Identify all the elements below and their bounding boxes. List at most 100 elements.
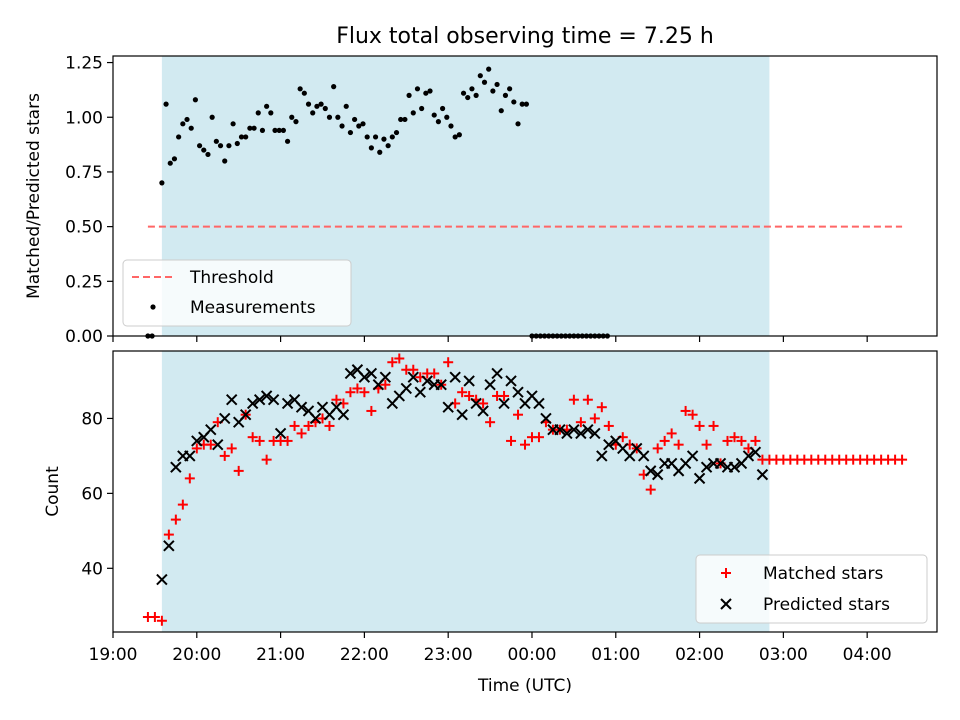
matched-star-point xyxy=(708,420,719,431)
measurement-point xyxy=(264,103,270,109)
measurement-point xyxy=(498,108,504,114)
matched-star-point xyxy=(478,398,489,409)
measurement-point xyxy=(280,127,286,133)
predicted-star-point-b xyxy=(568,423,580,436)
predicted-star-point-b xyxy=(281,397,294,410)
predicted-star-point-b xyxy=(435,379,447,391)
measurement-point xyxy=(272,127,278,133)
predicted-star-point xyxy=(463,375,475,387)
matched-star-point xyxy=(352,383,363,394)
predicted-star-point-b xyxy=(156,573,168,586)
matched-star-point xyxy=(575,417,586,428)
predicted-star-point xyxy=(309,412,322,425)
measurement-point xyxy=(519,101,525,107)
matched-star-point xyxy=(652,443,663,454)
predicted-star-point xyxy=(421,375,433,387)
measurement-point xyxy=(167,160,173,166)
measurement-point xyxy=(184,116,190,123)
matched-star-point xyxy=(603,420,614,431)
top-legend: Threshold Measurements xyxy=(122,259,352,327)
matched-star-point xyxy=(485,417,496,428)
predicted-star-point-b xyxy=(484,379,496,391)
predicted-star-point-b xyxy=(407,371,419,383)
predicted-star-point-b xyxy=(219,412,231,425)
measurement-point xyxy=(486,66,492,72)
predicted-star-point xyxy=(686,450,699,462)
matched-star-point xyxy=(324,420,335,431)
matched-star-point xyxy=(163,529,174,540)
predicted-star-point xyxy=(714,457,727,470)
measurement-point xyxy=(301,90,307,96)
predicted-star-point-b xyxy=(596,450,608,462)
predicted-star-point xyxy=(540,412,552,425)
predicted-star-point xyxy=(644,465,657,477)
bottom-axes-frame xyxy=(112,350,938,633)
measurement-point xyxy=(419,105,425,112)
matched-star-point xyxy=(596,402,607,413)
measurement-point xyxy=(377,149,383,155)
measurement-point xyxy=(305,101,312,107)
measurement-point xyxy=(402,116,408,123)
predicted-star-point-b xyxy=(498,397,510,410)
bottom-legend: Matched stars Predicted stars xyxy=(695,554,928,624)
top-y-tick-label: 0.50 xyxy=(65,218,103,238)
matched-star-point xyxy=(499,390,510,401)
predicted-star-point xyxy=(477,405,489,417)
measurements-legend-swatch xyxy=(150,304,156,310)
predicted-star-point xyxy=(693,472,706,485)
matched-star-point xyxy=(457,387,468,398)
predicted-star-point xyxy=(253,393,266,406)
matched-star-point xyxy=(219,450,230,461)
predicted-star-point-b xyxy=(575,427,587,440)
measurement-point xyxy=(410,110,416,116)
measurement-point xyxy=(230,121,236,127)
predicted-star-point-b xyxy=(742,450,755,462)
predicted-star-point xyxy=(442,401,454,413)
matched-star-point xyxy=(233,465,244,476)
predicted-star-point-b xyxy=(651,468,664,481)
predicted-star-point xyxy=(554,423,566,436)
matched-star-point xyxy=(296,428,307,439)
x-tick-label: 22:00 xyxy=(340,645,389,665)
top-y-tick-label: 0.00 xyxy=(65,327,103,347)
x-axis-label: Time (UTC) xyxy=(477,676,572,696)
matched-star-point xyxy=(394,353,405,364)
x-tick-label: 04:00 xyxy=(843,645,892,665)
predicted-star-point-b xyxy=(638,450,650,462)
measurement-point xyxy=(389,134,395,140)
predicted-star-point-b xyxy=(505,375,517,387)
top-axes-frame xyxy=(112,55,938,337)
measurement-point xyxy=(507,86,513,92)
measurement-point xyxy=(414,86,421,92)
predicted-star-point xyxy=(582,423,594,436)
predicted-star-point xyxy=(205,423,217,436)
matched-star-point xyxy=(722,435,733,446)
measurement-point xyxy=(481,79,488,85)
predicted-star-point-b xyxy=(526,390,538,402)
predicted-star-point-b xyxy=(184,450,196,462)
matched-star-point xyxy=(387,357,398,368)
measurement-point xyxy=(393,129,400,136)
predicted-star-point-b xyxy=(414,386,426,398)
bottom-legend-box xyxy=(695,554,928,624)
measurement-point xyxy=(368,145,374,151)
measurement-point xyxy=(226,143,232,149)
predicted-star-point xyxy=(246,397,259,410)
measurement-point xyxy=(243,134,249,140)
measurement-point xyxy=(452,134,458,140)
predicted-star-point-b xyxy=(554,423,566,436)
predicted-star-point xyxy=(191,435,203,447)
measurement-point xyxy=(347,129,354,136)
measurement-point xyxy=(217,143,224,149)
predicted-star-point xyxy=(742,450,755,462)
matched-star-point xyxy=(464,390,475,401)
top-y-tick-label: 0.25 xyxy=(65,272,103,292)
measurement-point xyxy=(440,105,446,112)
predicted-star-point xyxy=(533,397,545,410)
matched-star-point xyxy=(226,443,237,454)
x-tick-label: 02:00 xyxy=(675,645,724,665)
top-y-tick-label: 1.00 xyxy=(65,108,103,128)
predicted-star-point xyxy=(414,386,426,398)
predicted-star-point-b xyxy=(700,461,713,473)
